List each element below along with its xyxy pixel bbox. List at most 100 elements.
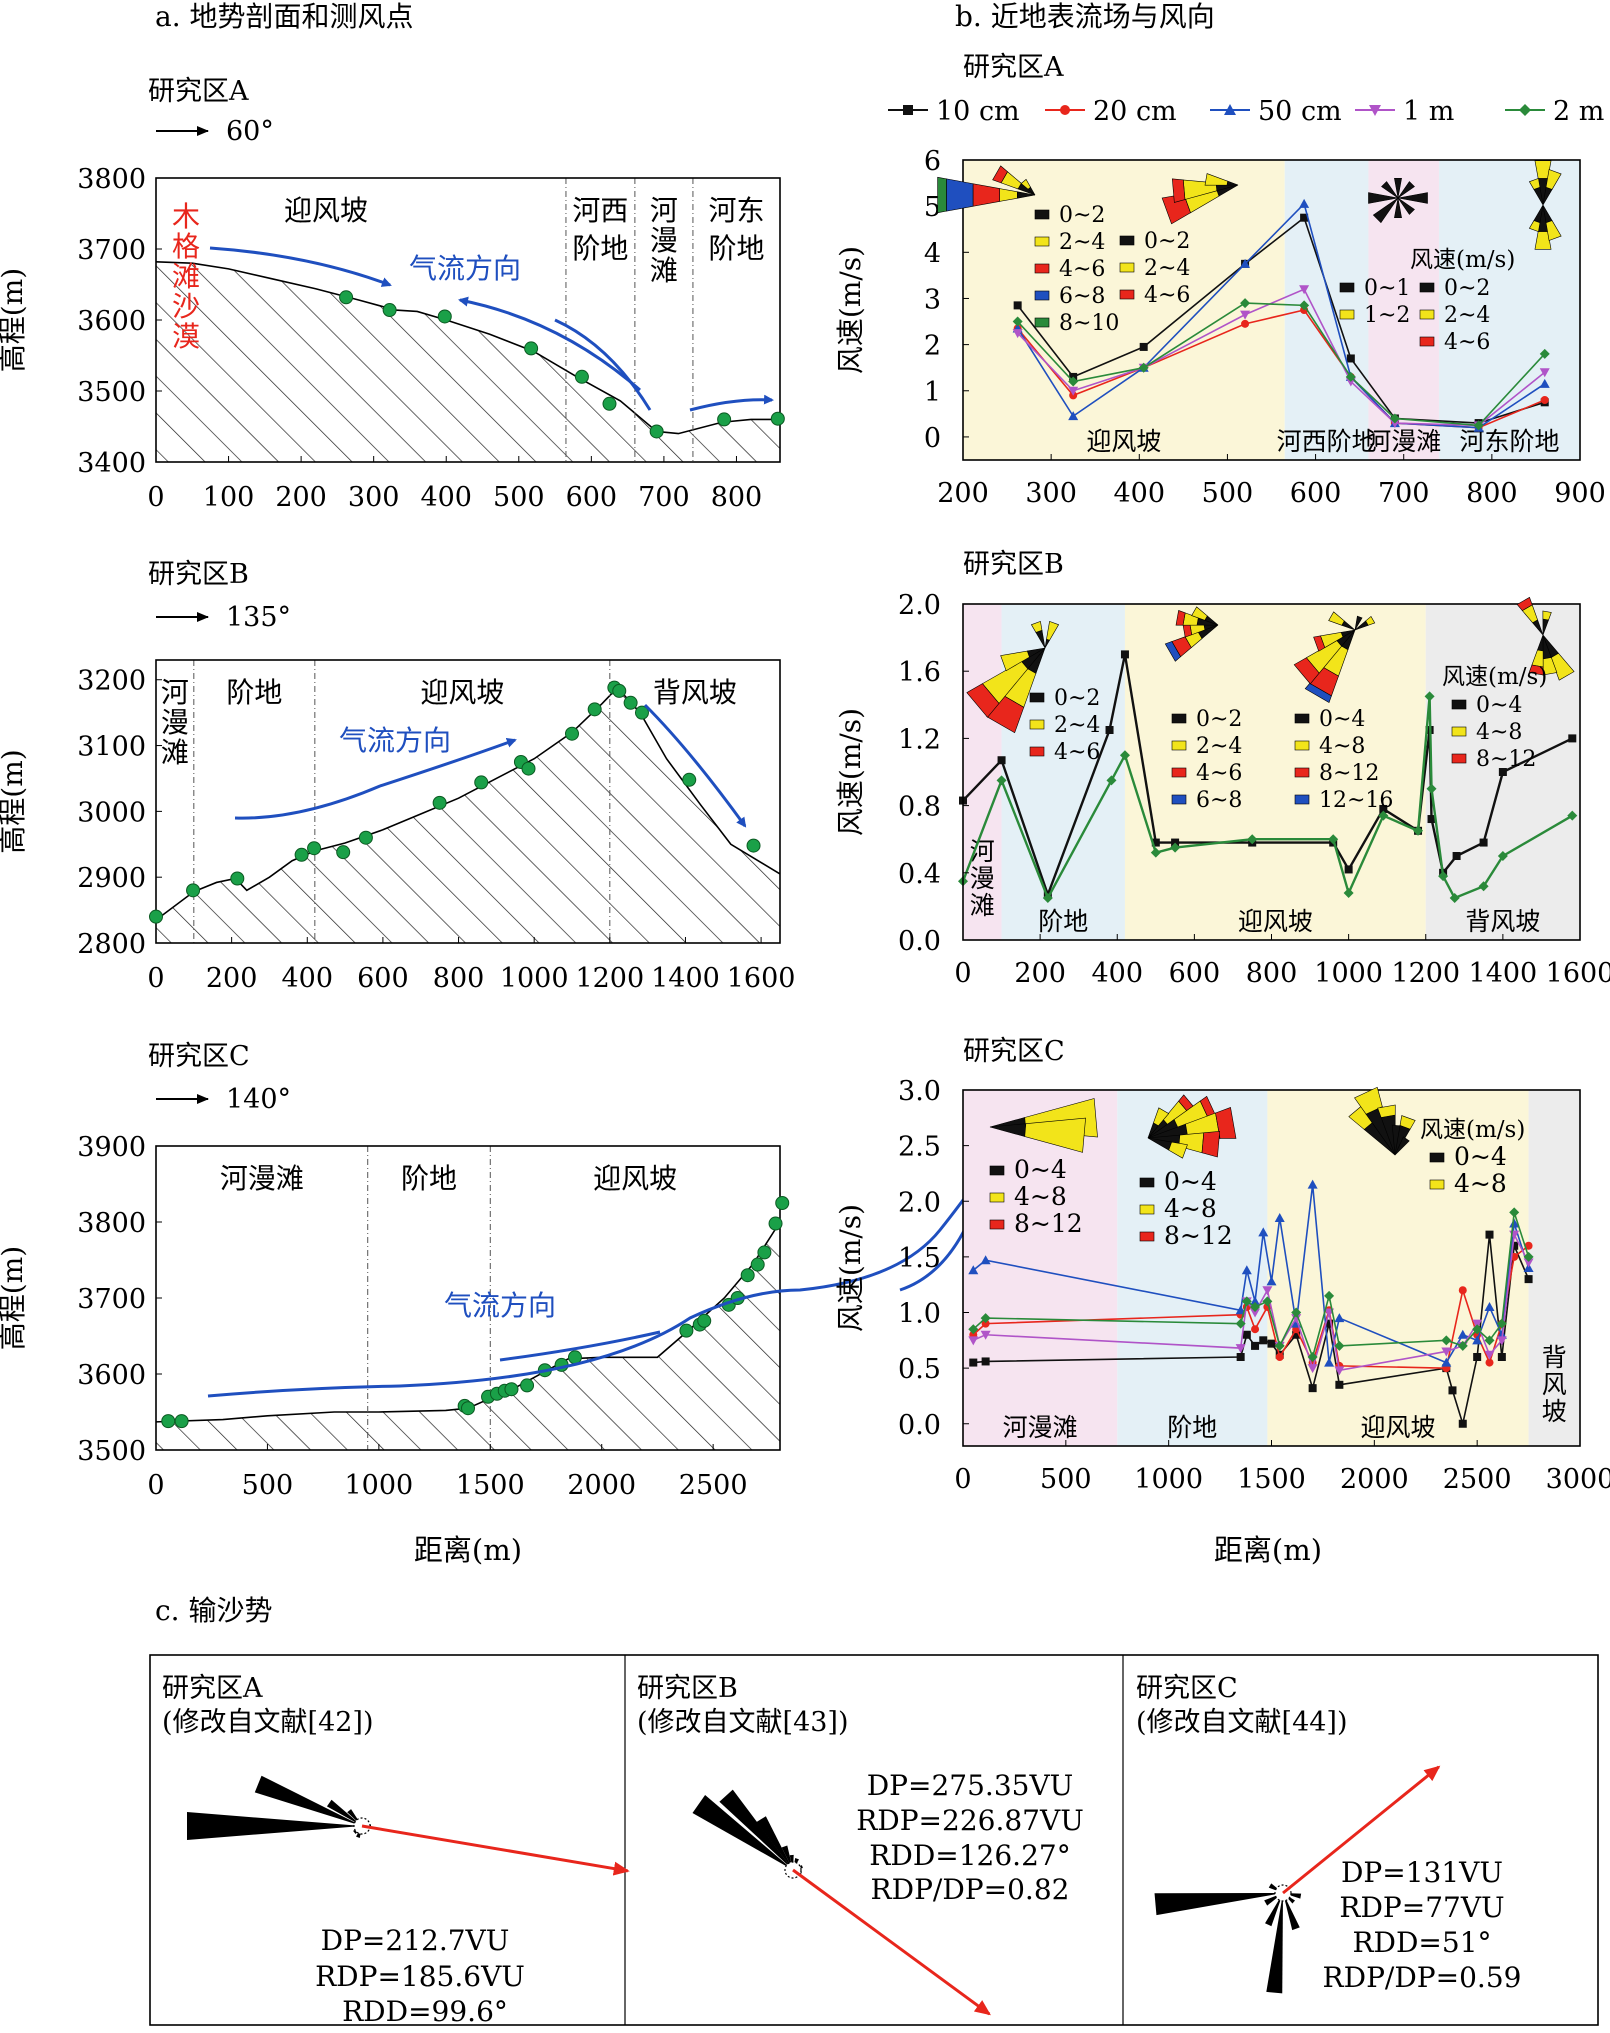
y-tick-label: 4 [924,238,941,269]
legend-swatch [989,1165,1005,1176]
rose-petal [1534,231,1552,250]
legend-swatch [1429,1179,1445,1190]
legend-label: 4~8 [1319,734,1365,759]
legend-label: 2~4 [1196,734,1242,759]
measure-point [149,909,163,924]
series-marker-tri-down [1068,386,1079,396]
drift-rdp: RDP=77VU [1339,1891,1504,1924]
series-marker-diamond [1345,371,1356,382]
drift-rdp: RDP=226.87VU [856,1804,1084,1837]
series-marker-circle [1241,319,1250,328]
measure-point [358,830,373,845]
speed-legend: 0~44~88~12 [1139,1167,1233,1250]
series-marker-diamond [980,1313,991,1324]
rose-petal [1542,610,1552,621]
x-tick-label: 400 [1114,478,1166,509]
rose-petal [1394,1136,1410,1156]
series-marker-tri-down [1240,310,1251,320]
legend-swatch [1339,309,1355,320]
drift-rose-petal [326,1799,362,1826]
x-axis-label-wind: 距离(m) [1214,1533,1322,1567]
legend-swatch [1034,263,1050,274]
y-tick-label: 3800 [77,1208,146,1239]
profile-2: 研究区B 135° 河漫滩 阶地 迎风坡 背风坡 0 200 400 600 800 1000 1200… [0,559,795,994]
wind-rose-icon [1161,173,1239,225]
series-marker-triangle [1299,198,1310,208]
series-marker-diamond [1389,413,1400,424]
series-marker-circle [1485,1358,1494,1367]
legend-swatch [1119,289,1135,300]
series-marker-square [981,1357,990,1366]
series-marker-square [969,1358,978,1367]
series-marker-diamond [1523,1251,1534,1262]
speed-legend: 0~22~44~66~88~10 [1034,203,1119,336]
y-tick-label: 0.8 [898,792,941,823]
series-marker-tri-down [1496,1336,1507,1346]
drift-dp: DP=275.35VU [867,1769,1074,1802]
series-marker-diamond [1235,1318,1246,1329]
series-marker-diamond [1068,376,1079,387]
series-marker-diamond [1324,1290,1335,1301]
x-tick-label: 1000 [1314,958,1383,989]
speed-legend: 风速(m/s)0~44~8 [1420,1117,1525,1198]
series-marker-circle [1060,105,1070,115]
drift-rose-petal [187,1812,362,1840]
measure-point [336,845,351,860]
y-tick-label: 3500 [77,1436,146,1467]
drift-source: (修改自文献[44]) [1136,1707,1348,1738]
series-marker-triangle [1457,1329,1468,1339]
resultant-drift-arrow [1282,1765,1441,1895]
series-marker-circle [1275,1353,1284,1361]
airflow-label: 气流方向 [444,1289,556,1322]
measure-point [230,871,245,886]
series-marker-square [1259,1336,1268,1345]
airflow-arrows-b: 气流方向 [234,703,747,828]
legend-swatch [1429,1152,1445,1163]
series-marker-circle [1458,1286,1467,1295]
series-marker-triangle [1484,1301,1495,1311]
measure-point [339,290,354,305]
airflow-arrow [554,318,652,411]
legend-label: 4~8 [1476,720,1522,745]
rose-petal [1168,1141,1188,1159]
series-marker-diamond [1472,1324,1483,1335]
measure-point [746,838,761,853]
series-marker-diamond [1106,775,1117,786]
wind-rose-icon [1164,606,1219,662]
series-marker-square [1448,1386,1457,1395]
x-tick-label: 1400 [651,963,720,994]
series-marker-triangle [1258,1227,1269,1237]
y-tick-label: 2.0 [898,590,941,621]
legend-swatch [989,1219,1005,1230]
legend-label: 4~6 [1059,257,1105,282]
rose-petal [1545,169,1562,190]
zone-label: 迎风坡 [1238,907,1313,936]
legend-swatch [1171,713,1187,724]
y-tick-label: 3700 [77,235,146,266]
legend-label: 4~6 [1196,761,1242,786]
measure-point [697,1313,712,1328]
rose-petal [992,165,1008,184]
series-marker-tri-down [1235,1344,1246,1354]
zone-band [1438,160,1580,460]
series-marker-square [1251,1341,1260,1350]
rose-petal [1528,177,1541,190]
wind-rose-icon [937,165,1036,214]
legend-swatch [1029,719,1045,730]
panel-b-title: b. 近地表流场与风向 [955,0,1215,33]
legend-swatch [1139,1177,1155,1188]
measure-point [461,1401,475,1416]
zone-label-char: 漫 [650,224,678,257]
measure-point [437,309,452,324]
desert-label-char: 木 [172,200,200,233]
legend-swatch [1139,1231,1155,1242]
zone-band [1284,160,1369,460]
rose-petal [946,178,974,212]
series-marker-diamond [1478,881,1489,892]
speed-legend: 0~44~88~12 [989,1155,1083,1238]
legend-label: 6~8 [1059,284,1105,309]
zone-label: 河西 [572,194,628,227]
y-axis-label: 高程(m) [0,268,29,372]
series-marker-square [1479,838,1488,847]
legend-label: 0~2 [1444,276,1490,301]
